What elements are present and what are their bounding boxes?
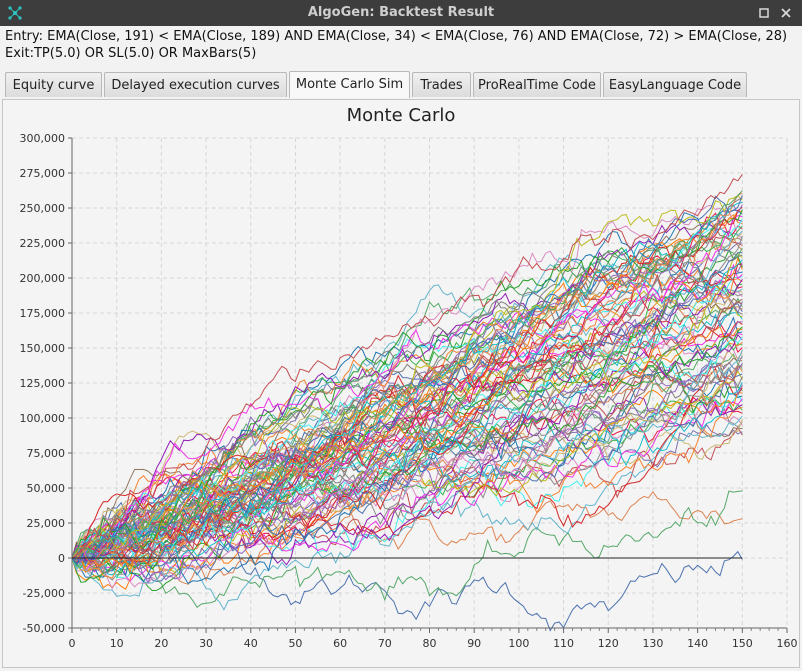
simulation-path	[71, 270, 743, 559]
simulation-path	[71, 209, 743, 565]
x-tick-label: 160	[777, 637, 798, 650]
simulation-path	[71, 340, 743, 590]
y-tick-label: 250,000	[20, 202, 66, 215]
y-tick-label: 200,000	[20, 272, 66, 285]
y-tick-label: 150,000	[20, 342, 66, 355]
simulation-path	[71, 197, 743, 559]
maximize-icon[interactable]	[756, 5, 772, 21]
simulation-path	[71, 490, 743, 572]
tab-equity-curve[interactable]: Equity curve	[5, 72, 102, 97]
app-icon	[8, 6, 22, 20]
simulation-path	[71, 350, 743, 611]
y-tick-label: 75,000	[27, 447, 66, 460]
simulation-path	[71, 236, 743, 560]
x-tick-label: 30	[199, 637, 213, 650]
x-tick-label: 120	[598, 637, 619, 650]
y-tick-label: 275,000	[20, 167, 66, 180]
entry-rule: Entry: EMA(Close, 191) < EMA(Close, 189)…	[5, 29, 788, 44]
strategy-rules: Entry: EMA(Close, 191) < EMA(Close, 189)…	[5, 28, 787, 62]
x-tick-label: 110	[553, 637, 574, 650]
simulation-path	[71, 225, 743, 561]
simulation-path	[71, 209, 743, 559]
simulation-path	[71, 190, 743, 559]
axes: -50,000 -25,000 0 25,000 50,000 75,000 100,000…	[20, 132, 798, 650]
y-tick-label: 50,000	[27, 482, 66, 495]
x-tick-label: 80	[423, 637, 437, 650]
y-tick-label: 175,000	[20, 307, 66, 320]
simulation-path	[71, 174, 743, 559]
x-tick-label: 50	[288, 637, 302, 650]
window-title: AlgoGen: Backtest Result	[307, 5, 495, 20]
simulation-path	[71, 290, 743, 559]
simulation-path	[71, 367, 743, 572]
y-tick-label: 0	[58, 552, 65, 565]
simulation-paths	[71, 174, 743, 632]
close-icon[interactable]	[778, 5, 794, 21]
simulation-path	[71, 195, 743, 562]
simulation-path	[71, 204, 743, 563]
simulation-path	[71, 261, 743, 564]
y-tick-label: 25,000	[27, 517, 66, 530]
simulation-path	[71, 401, 743, 581]
tab-easylanguage-code[interactable]: EasyLanguage Code	[603, 72, 747, 97]
simulation-path	[71, 490, 743, 609]
x-tick-label: 0	[69, 637, 76, 650]
simulation-path	[71, 212, 743, 565]
y-tick-label: 100,000	[20, 412, 66, 425]
x-tick-label: 140	[687, 637, 708, 650]
simulation-path	[71, 218, 743, 559]
x-tick-label: 130	[642, 637, 663, 650]
x-tick-label: 90	[467, 637, 481, 650]
simulation-path	[71, 214, 743, 563]
simulation-path	[71, 257, 743, 562]
x-tick-label: 40	[244, 637, 258, 650]
y-tick-label: 225,000	[20, 237, 66, 250]
simulation-path	[71, 423, 743, 560]
simulation-path	[71, 321, 743, 581]
simulation-path	[72, 406, 743, 565]
simulation-path	[71, 361, 743, 561]
simulation-path	[71, 192, 743, 565]
simulation-path	[71, 279, 743, 564]
y-tick-label: -50,000	[23, 622, 65, 635]
x-tick-label: 10	[110, 637, 124, 650]
simulation-path	[71, 194, 743, 559]
tab-delayed-execution-curves[interactable]: Delayed execution curves	[104, 72, 287, 97]
simulation-path	[71, 252, 743, 571]
y-tick-label: 125,000	[20, 377, 66, 390]
simulation-path	[71, 280, 743, 572]
simulation-path	[71, 262, 743, 584]
title-bar: AlgoGen: Backtest Result	[0, 0, 802, 26]
chart-title: Monte Carlo	[346, 105, 456, 126]
tab-monte-carlo-sim[interactable]: Monte Carlo Sim	[289, 71, 410, 98]
tab-trades[interactable]: Trades	[412, 72, 471, 97]
simulation-path	[71, 364, 743, 585]
x-tick-label: 150	[732, 637, 753, 650]
x-tick-label: 60	[333, 637, 347, 650]
y-tick-label: -25,000	[23, 587, 65, 600]
simulation-path	[71, 236, 743, 567]
simulation-path	[71, 396, 743, 562]
simulation-path	[71, 355, 743, 575]
x-tick-label: 70	[378, 637, 392, 650]
x-tick-label: 20	[154, 637, 168, 650]
x-tick-label: 100	[508, 637, 529, 650]
y-tick-label: 300,000	[20, 132, 66, 145]
simulation-path	[71, 276, 743, 559]
tab-prorealtime-code[interactable]: ProRealTime Code	[473, 72, 601, 97]
exit-rule: Exit:TP(5.0) OR SL(5.0) OR MaxBars(5)	[5, 46, 257, 61]
simulation-path	[71, 316, 743, 585]
simulation-path	[71, 398, 743, 583]
